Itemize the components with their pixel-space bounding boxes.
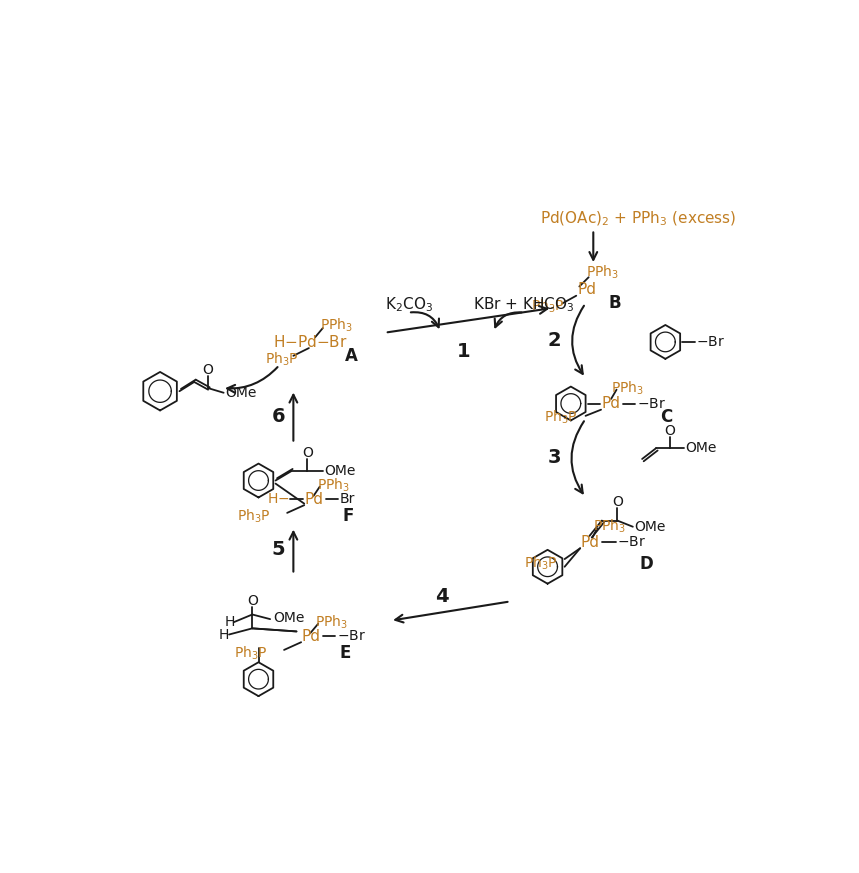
Text: 2: 2 <box>547 331 561 350</box>
Text: H: H <box>218 628 228 642</box>
Text: PPh$_3$: PPh$_3$ <box>593 518 625 535</box>
Text: PPh$_3$: PPh$_3$ <box>315 614 348 631</box>
Text: $-$Br: $-$Br <box>618 535 646 549</box>
Text: Pd(OAc)$_2$ + PPh$_3$ (excess): Pd(OAc)$_2$ + PPh$_3$ (excess) <box>539 210 736 228</box>
Text: 4: 4 <box>436 587 449 606</box>
Text: Pd: Pd <box>304 491 323 506</box>
Text: Pd: Pd <box>578 282 597 297</box>
Text: Ph$_3$P: Ph$_3$P <box>532 298 565 315</box>
Text: $-$Br: $-$Br <box>637 396 666 410</box>
Text: PPh$_3$: PPh$_3$ <box>320 316 353 333</box>
Text: 1: 1 <box>457 341 471 361</box>
Text: D: D <box>639 554 653 573</box>
Text: PPh$_3$: PPh$_3$ <box>317 477 350 494</box>
Text: Br: Br <box>340 492 356 506</box>
Text: OMe: OMe <box>325 464 356 478</box>
Text: E: E <box>340 644 351 662</box>
Text: Ph$_3$P: Ph$_3$P <box>265 350 299 368</box>
Text: Ph$_3$P: Ph$_3$P <box>544 409 577 426</box>
Text: Pd: Pd <box>302 629 320 643</box>
Text: $-$Br: $-$Br <box>337 629 366 643</box>
Text: OMe: OMe <box>225 386 257 400</box>
Text: 5: 5 <box>271 540 285 560</box>
Text: H$-$Pd$-$Br: H$-$Pd$-$Br <box>273 333 348 350</box>
Text: A: A <box>344 347 357 365</box>
Text: F: F <box>343 507 355 525</box>
Text: O: O <box>247 595 258 608</box>
Text: KBr + KHCO$_3$: KBr + KHCO$_3$ <box>473 296 575 314</box>
Text: Ph$_3$P: Ph$_3$P <box>234 644 267 662</box>
Text: Ph$_3$P: Ph$_3$P <box>524 555 558 573</box>
Text: PPh$_3$: PPh$_3$ <box>611 380 644 397</box>
Text: OMe: OMe <box>635 519 666 533</box>
Text: H$-$: H$-$ <box>266 492 289 506</box>
Text: B: B <box>609 294 621 313</box>
Text: $-$Br: $-$Br <box>696 335 724 349</box>
Text: C: C <box>660 409 673 426</box>
Text: Pd: Pd <box>580 534 599 550</box>
Text: OMe: OMe <box>685 441 717 455</box>
Text: 6: 6 <box>271 407 285 426</box>
Text: O: O <box>665 424 675 438</box>
Text: Ph$_3$P: Ph$_3$P <box>237 507 271 525</box>
Text: H: H <box>225 615 235 629</box>
Text: 3: 3 <box>547 448 561 467</box>
Text: K$_2$CO$_3$: K$_2$CO$_3$ <box>385 296 433 314</box>
Text: Pd: Pd <box>601 396 620 411</box>
Text: O: O <box>203 362 214 376</box>
Text: O: O <box>612 495 623 509</box>
Text: PPh$_3$: PPh$_3$ <box>586 264 618 281</box>
Text: OMe: OMe <box>273 610 305 624</box>
Text: O: O <box>302 446 313 460</box>
